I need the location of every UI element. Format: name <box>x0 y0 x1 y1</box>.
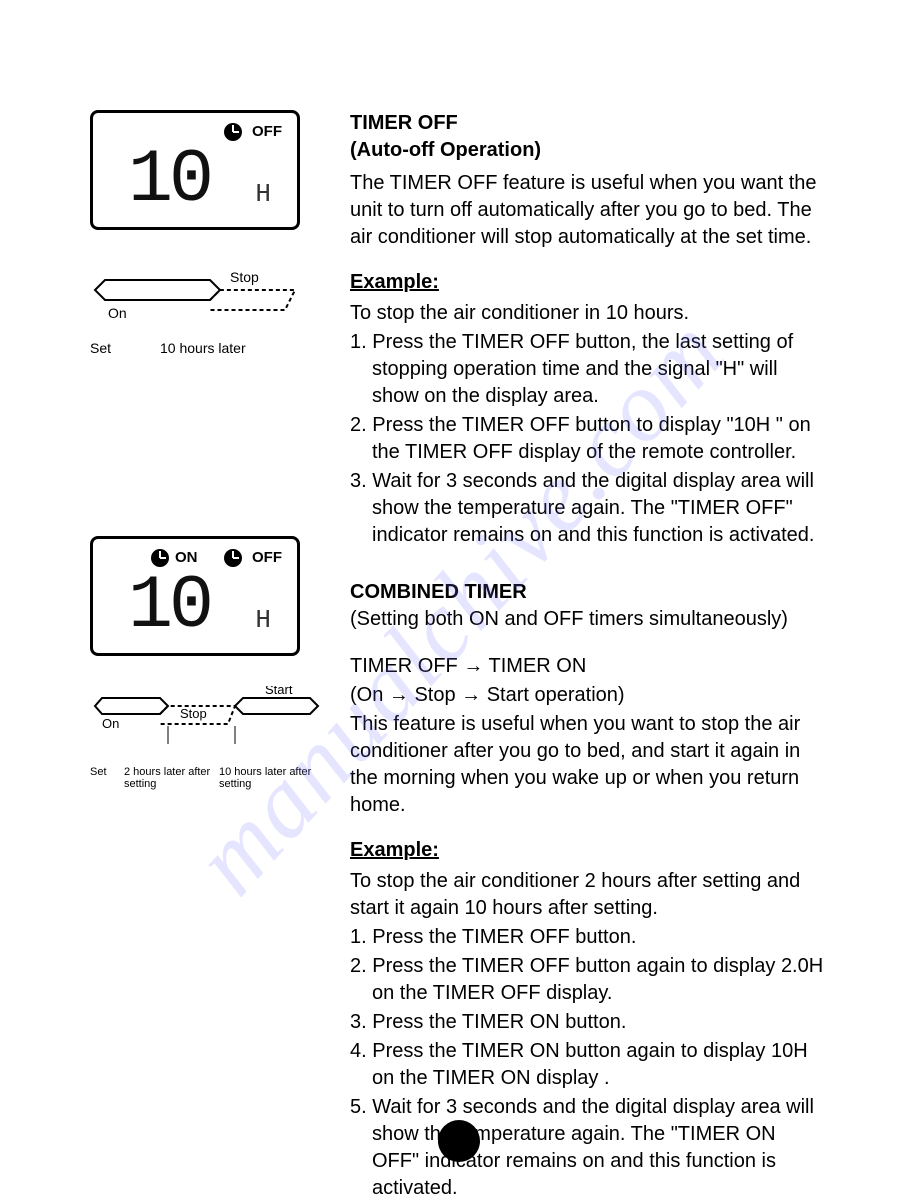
tl2-two: 2 hours later after setting <box>124 766 219 790</box>
left-column: OFF 10 H On Stop Set 10 hours later ON O… <box>90 110 320 1204</box>
s1-steps: 1. Press the TIMER OFF button, the last … <box>350 329 828 549</box>
lcd1-digits: 10 <box>128 138 210 223</box>
s1-example-hdr: Example: <box>350 269 828 296</box>
s2-step-2: 2. Press the TIMER OFF button again to d… <box>350 953 828 1007</box>
svg-text:Stop: Stop <box>180 706 207 721</box>
right-column: TIMER OFF (Auto-off Operation) The TIMER… <box>350 110 828 1204</box>
s1-example-intro: To stop the air conditioner in 10 hours. <box>350 300 828 327</box>
s2-steps: 1. Press the TIMER OFF button. 2. Press … <box>350 924 828 1202</box>
lcd2-off-label: OFF <box>252 549 282 566</box>
clock-icon <box>224 549 242 567</box>
s1-step-3: 3. Wait for 3 seconds and the digital di… <box>350 468 828 549</box>
s1-step-1: 1. Press the TIMER OFF button, the last … <box>350 329 828 410</box>
svg-text:Start: Start <box>265 686 293 697</box>
s2-step-4: 4. Press the TIMER ON button again to di… <box>350 1038 828 1092</box>
lcd-display-2: ON OFF 10 H <box>90 536 300 656</box>
s1-intro: The TIMER OFF feature is useful when you… <box>350 170 828 251</box>
lcd2-h: H <box>255 605 269 635</box>
page-content: OFF 10 H On Stop Set 10 hours later ON O… <box>90 110 828 1204</box>
svg-text:Stop: Stop <box>230 270 259 285</box>
s2-step-3: 3. Press the TIMER ON button. <box>350 1009 828 1036</box>
s1-step-2: 2. Press the TIMER OFF button to display… <box>350 412 828 466</box>
timeline-diagram-2: On Stop Start Set 2 hours later after se… <box>90 686 320 790</box>
tl2-ten: 10 hours later after setting <box>219 766 314 790</box>
svg-text:On: On <box>102 716 119 731</box>
lcd1-h: H <box>255 179 269 209</box>
lcd1-off-label: OFF <box>252 123 282 140</box>
s2-seq2: (On → Stop → Start operation) <box>350 682 828 709</box>
s2-example-intro: To stop the air conditioner 2 hours afte… <box>350 868 828 922</box>
s1-sub: (Auto-off Operation) <box>350 137 828 164</box>
s2-example-hdr: Example: <box>350 837 828 864</box>
tl2-set: Set <box>90 766 124 790</box>
s2-seq: TIMER OFF → TIMER ON <box>350 653 828 680</box>
s2-step-5: 5. Wait for 3 seconds and the digital di… <box>350 1094 828 1202</box>
s2-title: COMBINED TIMER <box>350 579 828 606</box>
svg-text:On: On <box>108 305 127 321</box>
tl1-later: 10 hours later <box>160 340 246 356</box>
s2-sub: (Setting both ON and OFF timers simultan… <box>350 606 828 633</box>
s2-intro: This feature is useful when you want to … <box>350 711 828 819</box>
s1-title: TIMER OFF <box>350 110 828 137</box>
tl1-set: Set <box>90 340 160 356</box>
lcd-display-1: OFF 10 H <box>90 110 300 230</box>
s2-step-1: 1. Press the TIMER OFF button. <box>350 924 828 951</box>
page-number-dot <box>438 1120 480 1162</box>
timeline-diagram-1: On Stop Set 10 hours later <box>90 270 300 356</box>
clock-icon <box>224 123 242 141</box>
lcd2-digits: 10 <box>128 564 210 649</box>
